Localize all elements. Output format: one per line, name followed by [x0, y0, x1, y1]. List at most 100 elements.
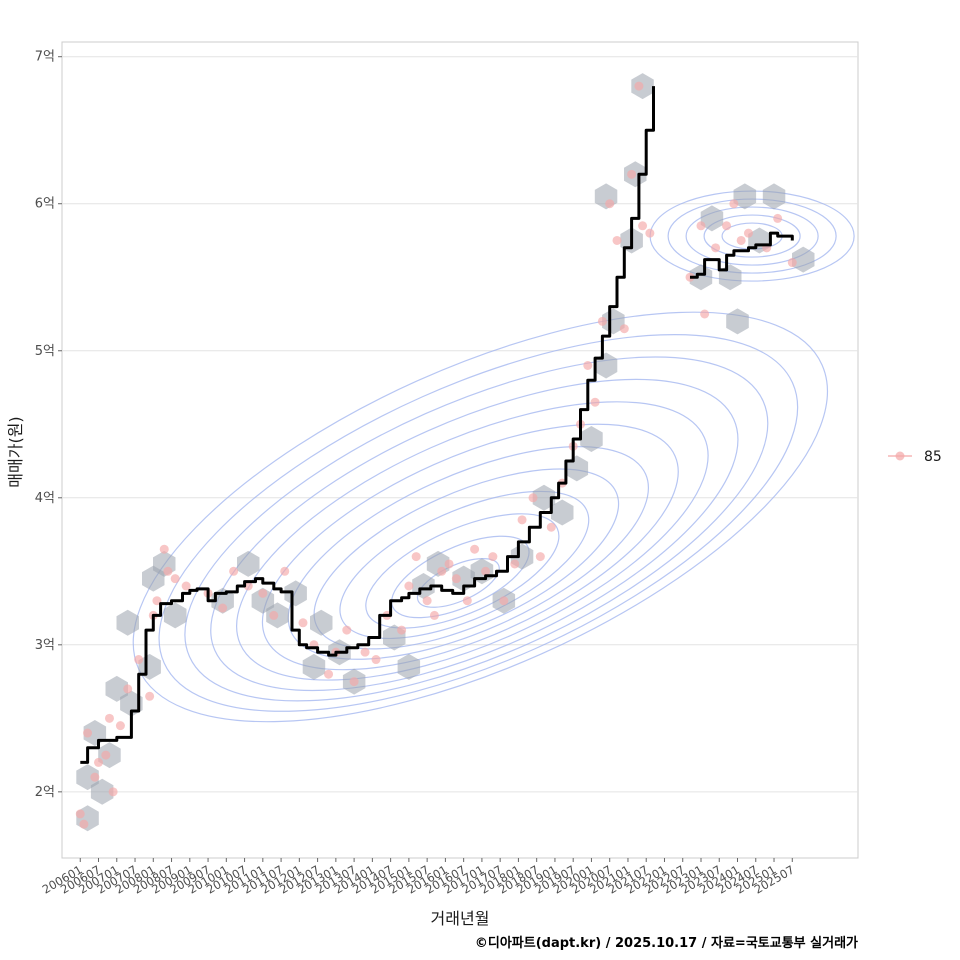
price-point [470, 544, 480, 554]
price-point [528, 493, 538, 503]
moving-average-line [80, 86, 655, 764]
hexbin-cell [302, 653, 326, 680]
price-point [711, 243, 721, 253]
price-point [535, 552, 545, 562]
price-point [583, 360, 593, 370]
price-point [324, 669, 334, 679]
price-point [134, 655, 144, 665]
hexbin-cell [251, 587, 275, 614]
y-tick-label: 5억 [35, 344, 55, 359]
price-point [627, 169, 637, 179]
price-point [736, 235, 746, 245]
price-point [422, 596, 432, 606]
density-contour [184, 356, 769, 702]
x-axis-title: 거래년월 [431, 909, 490, 928]
density-contour [685, 206, 819, 266]
y-tick-label: 3억 [35, 638, 55, 653]
price-point [280, 566, 290, 576]
price-point [638, 221, 648, 231]
price-point [90, 772, 100, 782]
legend-key-point [895, 451, 905, 461]
hexbin-cell [105, 675, 128, 702]
caption: ©디아파트(dapt.kr) / 2025.10.17 / 자료=국토교통부 실… [475, 935, 858, 951]
price-point [773, 213, 783, 223]
density-contour [703, 214, 801, 258]
price-points [75, 81, 797, 829]
y-tick-label: 7억 [35, 50, 55, 65]
y-axis-ticks: 2억 3억 4억 5억 6억 7억 [35, 50, 62, 800]
price-point [645, 228, 655, 238]
hexbin-cell [163, 602, 187, 629]
price-point [499, 596, 509, 606]
price-point [360, 647, 370, 657]
price-point [619, 324, 629, 334]
price-point [787, 258, 797, 268]
legend-label: 85 [924, 449, 942, 465]
price-point [83, 728, 93, 738]
price-point [269, 610, 279, 620]
price-point [229, 566, 239, 576]
price-point [108, 787, 118, 797]
y-tick-label: 6억 [35, 197, 55, 212]
density-contour [261, 423, 679, 671]
price-point [743, 228, 753, 238]
price-point [115, 721, 125, 731]
price-point [163, 566, 173, 576]
y-tick-label: 2억 [35, 785, 55, 800]
price-point [181, 581, 191, 591]
price-point [258, 588, 268, 598]
price-point [696, 221, 706, 231]
plot-panel [61, 41, 859, 859]
hexbin-cell [733, 183, 757, 210]
price-point [75, 809, 85, 819]
x-axis-ticks: 2006012006072007012007072008012008072009… [40, 858, 797, 897]
price-point [159, 544, 169, 554]
hexbin-cell [551, 499, 574, 526]
density-contour [236, 401, 709, 681]
price-point [404, 581, 414, 591]
hexbin-cell [116, 609, 139, 636]
price-point [634, 81, 644, 91]
hexbin-cell [532, 484, 556, 511]
density-contour [391, 535, 530, 619]
price-point [397, 625, 407, 635]
hexbin-cell [700, 205, 724, 232]
price-point [218, 603, 228, 613]
price-point [488, 552, 498, 562]
price-point [349, 677, 359, 687]
density-contours [132, 190, 855, 723]
price-point [342, 625, 352, 635]
hexbin-cell [90, 778, 114, 805]
hexbin-cell [762, 183, 786, 210]
price-point [612, 235, 622, 245]
price-point [597, 316, 607, 326]
gridlines [62, 56, 858, 793]
price-point [722, 221, 732, 231]
hexbin-cell [310, 609, 333, 636]
hexbin-cell [237, 550, 260, 577]
hexbin-cell [76, 764, 99, 791]
hexbin-cell [689, 264, 713, 291]
price-point [451, 574, 461, 584]
price-point [546, 522, 556, 532]
hexbin-cell [580, 426, 603, 452]
density-contour [339, 490, 590, 640]
price-point [145, 691, 155, 701]
price-point [429, 610, 439, 620]
hexbin-cell [397, 653, 421, 680]
y-tick-label: 4억 [35, 491, 55, 506]
price-point [444, 559, 454, 569]
price-point [437, 566, 447, 576]
price-point [298, 618, 308, 628]
price-point [170, 574, 180, 584]
moving-average-lines [80, 86, 794, 764]
price-point [371, 655, 381, 665]
y-axis-title: 매매가(원) [6, 416, 25, 487]
price-point [590, 397, 600, 407]
density-contour [158, 334, 799, 712]
price-point [462, 596, 472, 606]
price-point [94, 757, 104, 767]
hexbin-cell [792, 246, 815, 273]
hexbin-cell [726, 308, 749, 335]
